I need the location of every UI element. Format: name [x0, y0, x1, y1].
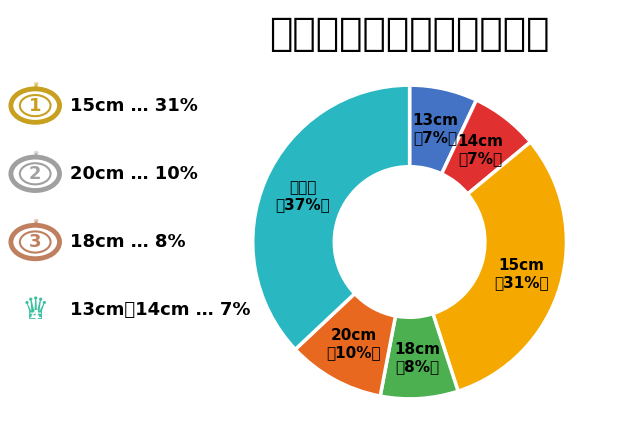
- Text: 13cm、14cm … 7%: 13cm、14cm … 7%: [70, 301, 251, 319]
- Text: 20cm … 10%: 20cm … 10%: [70, 165, 198, 183]
- Text: 14cm
（7%）: 14cm （7%）: [458, 134, 504, 166]
- Text: 2: 2: [29, 165, 42, 183]
- Wedge shape: [442, 100, 531, 194]
- Text: 15cm
（31%）: 15cm （31%）: [494, 258, 548, 290]
- Text: ♛: ♛: [32, 82, 38, 88]
- Wedge shape: [380, 314, 458, 399]
- Text: ♛: ♛: [32, 150, 38, 157]
- Text: 3: 3: [29, 233, 42, 251]
- Text: 1: 1: [29, 97, 42, 114]
- Text: 15cm … 31%: 15cm … 31%: [70, 97, 198, 114]
- Text: 18cm
（8%）: 18cm （8%）: [394, 341, 440, 374]
- Text: 18cm … 8%: 18cm … 8%: [70, 233, 186, 251]
- Wedge shape: [253, 85, 410, 349]
- Text: 13cm
（7%）: 13cm （7%）: [412, 113, 458, 145]
- Text: その他
（37%）: その他 （37%）: [276, 180, 330, 212]
- Text: ♛: ♛: [22, 296, 49, 325]
- Wedge shape: [410, 85, 476, 174]
- Wedge shape: [433, 142, 566, 391]
- Text: 女性の理想のペニスサイズ: 女性の理想のペニスサイズ: [269, 15, 550, 53]
- Text: 4: 4: [31, 309, 40, 322]
- Text: ♛: ♛: [32, 219, 38, 225]
- Wedge shape: [295, 293, 396, 396]
- Text: 20cm
（10%）: 20cm （10%）: [326, 327, 381, 360]
